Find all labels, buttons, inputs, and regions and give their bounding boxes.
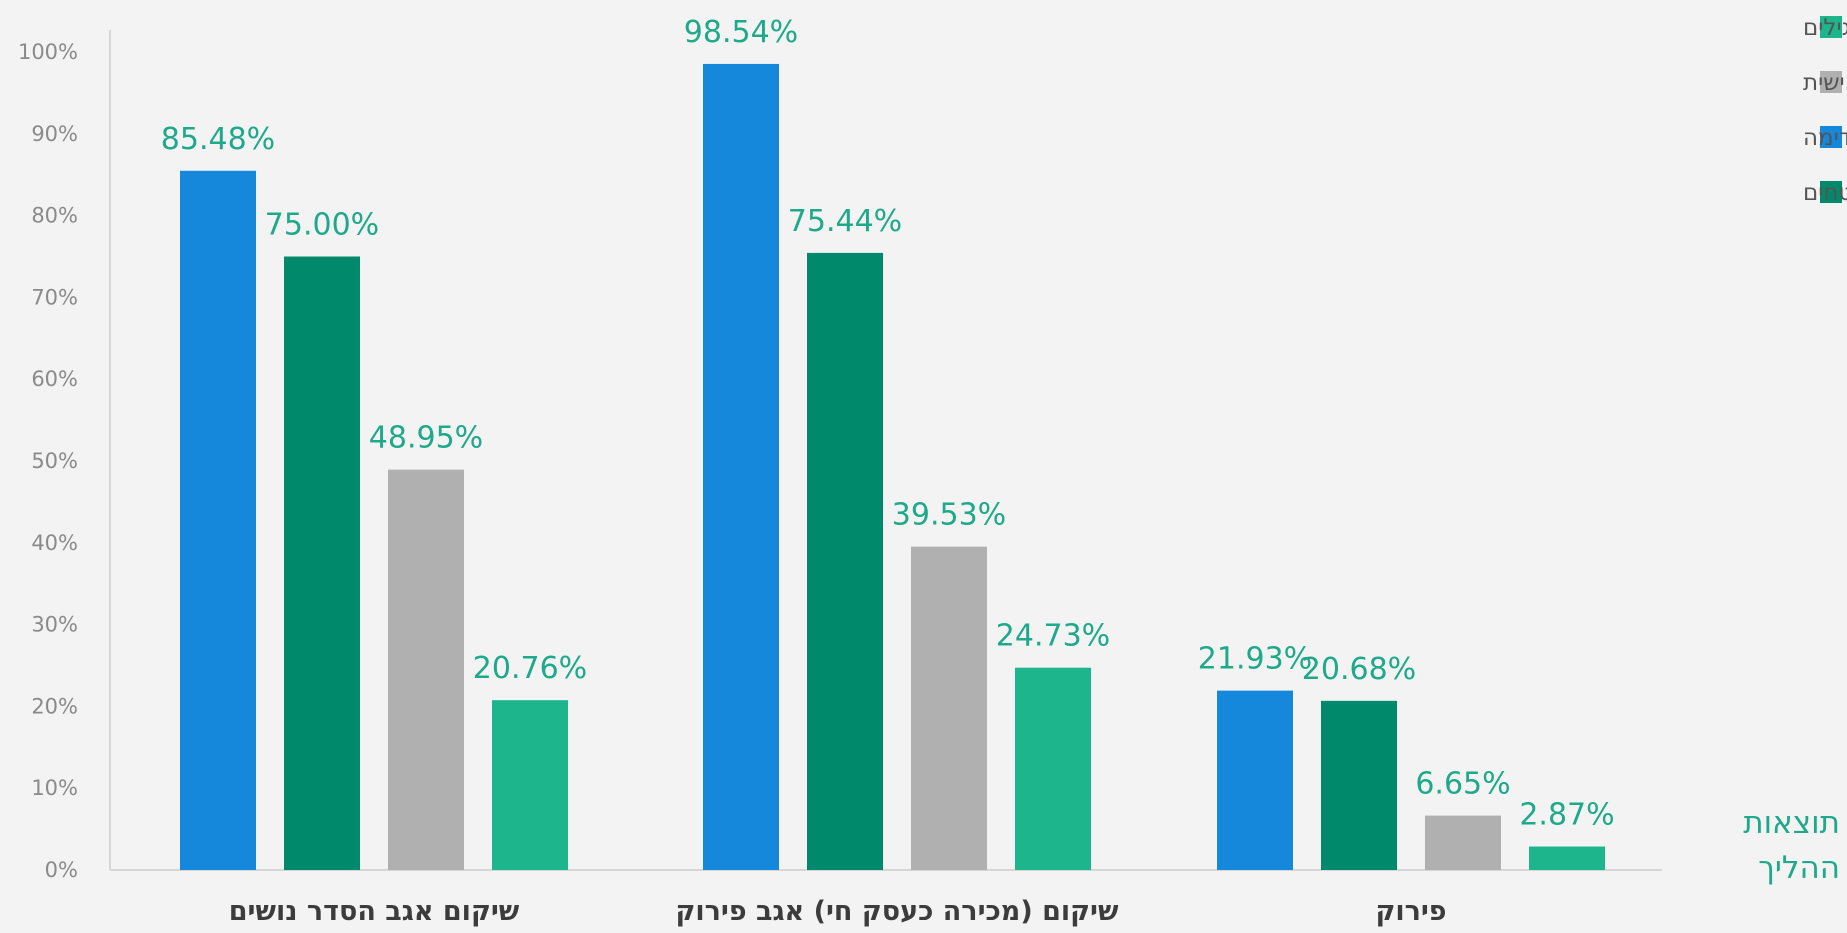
y-tick-label: 90% bbox=[31, 122, 78, 146]
y-tick-label: 10% bbox=[31, 776, 78, 800]
bar bbox=[1529, 846, 1605, 870]
y-tick-label: 100% bbox=[18, 40, 78, 64]
bar bbox=[388, 469, 464, 870]
y-tick-label: 50% bbox=[31, 449, 78, 473]
bar bbox=[1217, 690, 1293, 870]
data-label: 21.93% bbox=[1198, 642, 1312, 677]
data-label: 2.87% bbox=[1519, 798, 1614, 833]
bar bbox=[180, 170, 256, 870]
legend-label: נושים רגילים עם ערבות אישית bbox=[1803, 70, 1847, 96]
y-tick-label: 20% bbox=[31, 694, 78, 718]
bar bbox=[1425, 815, 1501, 870]
y-axis-ticks: 0% 10% 20% 30% 40% 50% 60% 70% 80% 90% 100% bbox=[18, 40, 78, 882]
y-tick-label: 60% bbox=[31, 367, 78, 391]
data-label: 75.00% bbox=[265, 208, 379, 243]
category-label: שיקום אגב הסדר נושים bbox=[229, 896, 520, 927]
bar bbox=[492, 700, 568, 870]
legend-label: נושים רגילים bbox=[1803, 15, 1847, 41]
data-label: 39.53% bbox=[892, 498, 1006, 533]
bar bbox=[1321, 700, 1397, 870]
legend-label: נושים מובטחים bbox=[1803, 180, 1847, 206]
legend-swatch bbox=[1820, 16, 1842, 38]
y-tick-label: 80% bbox=[31, 204, 78, 228]
data-label: 20.68% bbox=[1302, 652, 1416, 687]
data-labels: 85.48% 75.00% 48.95% 20.76% 98.54% 75.44% 39.5… bbox=[161, 15, 1615, 833]
bar bbox=[284, 256, 360, 870]
category-labels: שיקום אגב הסדר נושים שיקום (מכירה כעסק חי… bbox=[229, 896, 1447, 927]
data-label: 20.76% bbox=[473, 651, 587, 686]
legend-swatch bbox=[1820, 181, 1842, 203]
data-label: 24.73% bbox=[996, 619, 1110, 654]
bar bbox=[1015, 667, 1091, 870]
data-label: 6.65% bbox=[1415, 767, 1510, 802]
y-tick-label: 0% bbox=[45, 858, 78, 882]
legend: נושים רגילים נושים רגילים עם ערבות אישית נ… bbox=[1803, 15, 1847, 206]
side-title: תוצאות ההליך bbox=[1743, 805, 1840, 886]
category-label: שיקום (מכירה כעסק חי) אגב פירוק bbox=[676, 896, 1119, 927]
bar bbox=[807, 252, 883, 870]
data-label: 48.95% bbox=[369, 421, 483, 456]
legend-label: נושים בדין קדימה bbox=[1803, 125, 1847, 151]
category-label: פירוק bbox=[1375, 896, 1446, 927]
bar bbox=[911, 546, 987, 870]
bars bbox=[180, 63, 1605, 870]
y-tick-label: 30% bbox=[31, 613, 78, 637]
data-label: 75.44% bbox=[788, 204, 902, 239]
data-label: 85.48% bbox=[161, 122, 275, 157]
legend-swatch bbox=[1820, 71, 1842, 93]
legend-swatch bbox=[1820, 126, 1842, 148]
side-title-line-2: ההליך bbox=[1758, 850, 1840, 886]
data-label: 98.54% bbox=[684, 15, 798, 50]
y-tick-label: 70% bbox=[31, 285, 78, 309]
y-tick-label: 40% bbox=[31, 531, 78, 555]
bar bbox=[703, 63, 779, 870]
side-title-line-1: תוצאות bbox=[1743, 805, 1840, 841]
